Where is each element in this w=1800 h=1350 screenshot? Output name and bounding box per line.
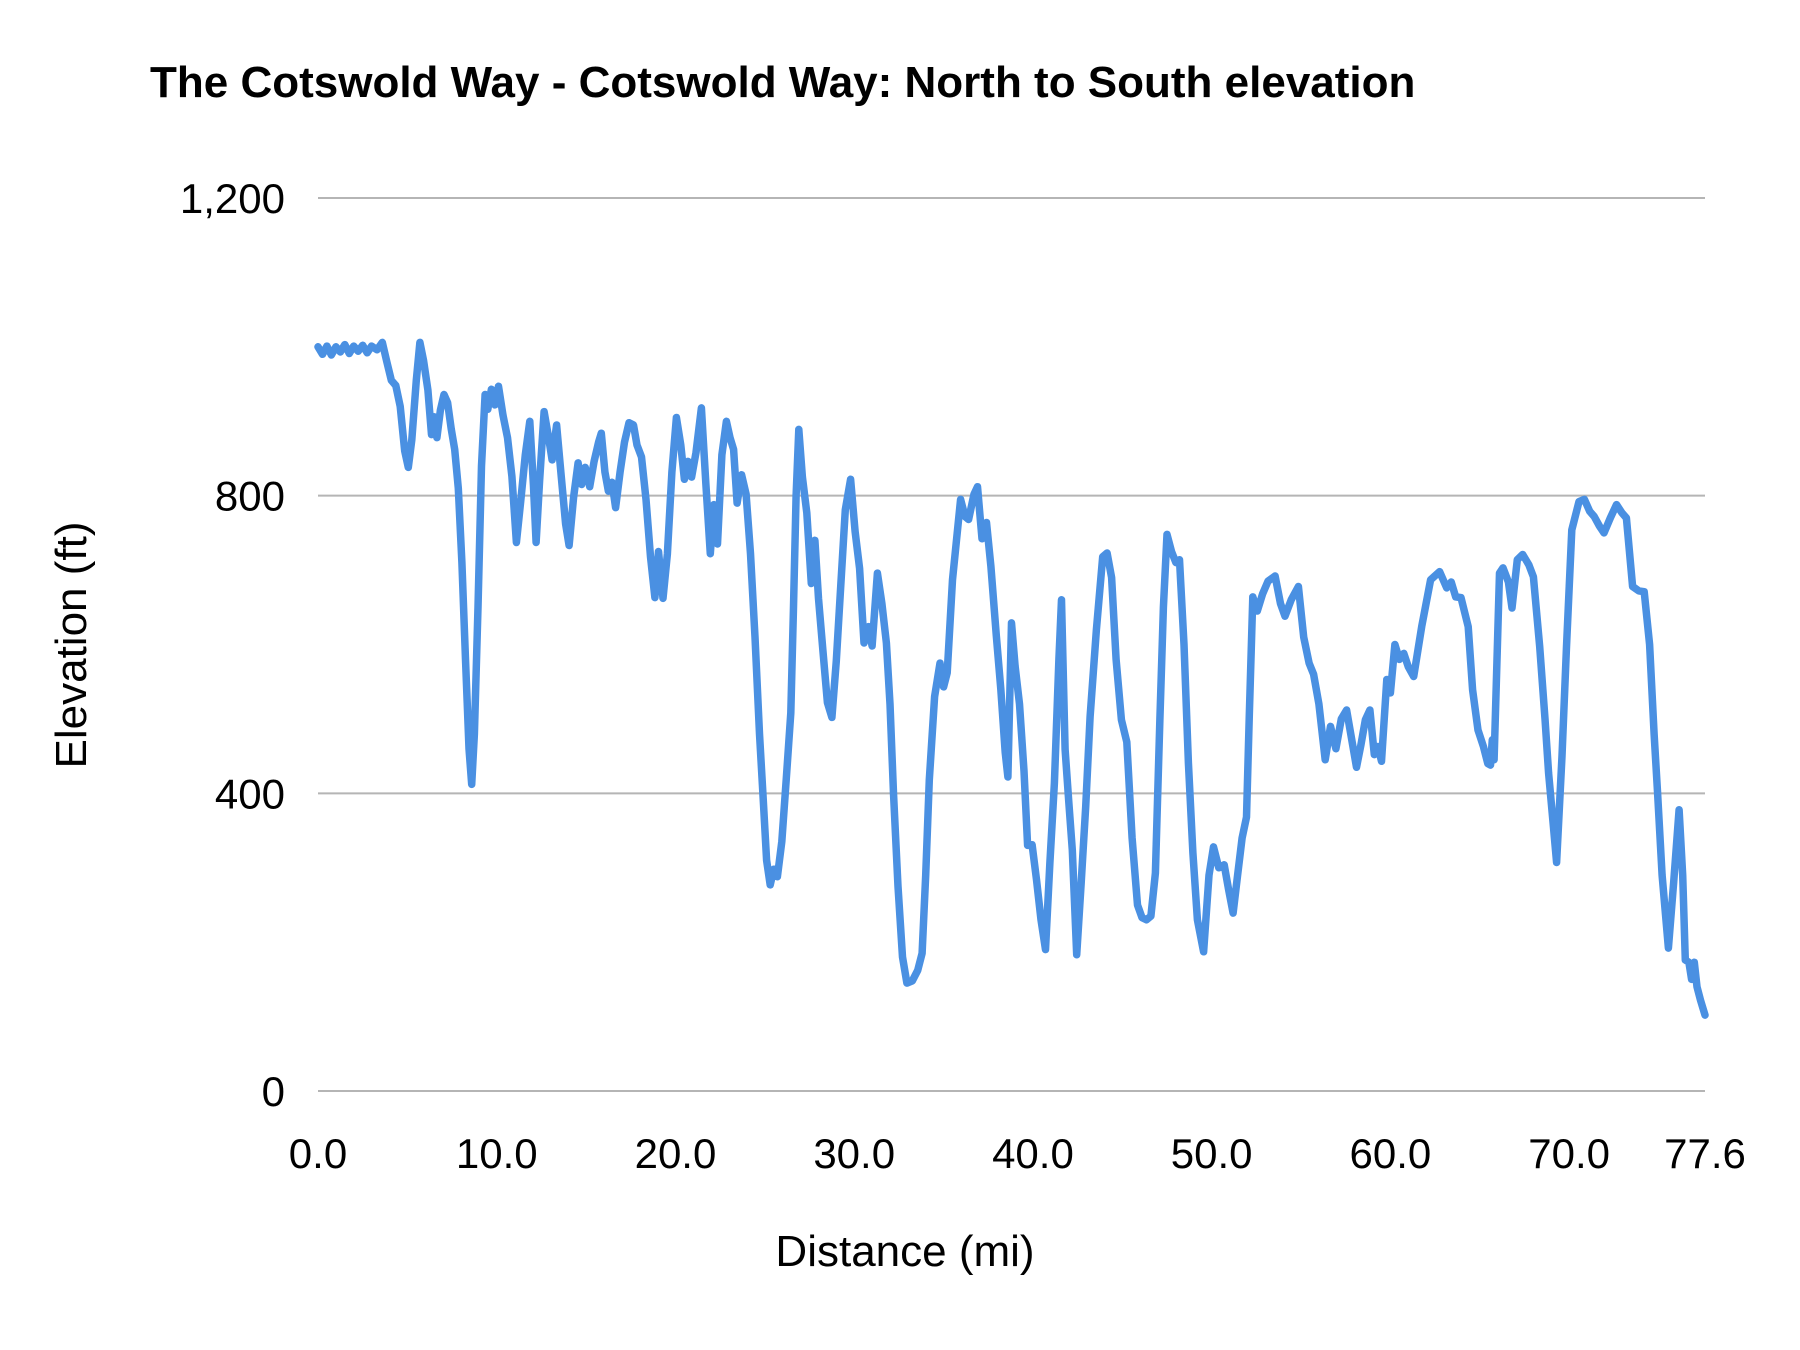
x-tick-label-50.0: 50.0 bbox=[1171, 1130, 1253, 1177]
x-tick-label-40.0: 40.0 bbox=[992, 1130, 1074, 1177]
x-tick-label-0.0: 0.0 bbox=[289, 1130, 347, 1177]
y-tick-label-400: 400 bbox=[215, 770, 285, 817]
chart-title: The Cotswold Way - Cotswold Way: North t… bbox=[150, 58, 1416, 107]
y-tick-label-1200: 1,200 bbox=[180, 175, 285, 222]
x-tick-label-10.0: 10.0 bbox=[456, 1130, 538, 1177]
x-tick-label-77.6: 77.6 bbox=[1664, 1130, 1746, 1177]
x-axis-title: Distance (mi) bbox=[775, 1227, 1035, 1276]
x-tick-label-70.0: 70.0 bbox=[1528, 1130, 1610, 1177]
x-tick-label-30.0: 30.0 bbox=[813, 1130, 895, 1177]
elevation-series-line bbox=[314, 338, 1709, 1019]
y-tick-label-800: 800 bbox=[215, 473, 285, 520]
x-tick-label-60.0: 60.0 bbox=[1350, 1130, 1432, 1177]
x-tick-label-20.0: 20.0 bbox=[635, 1130, 717, 1177]
y-tick-label-0: 0 bbox=[262, 1068, 285, 1115]
